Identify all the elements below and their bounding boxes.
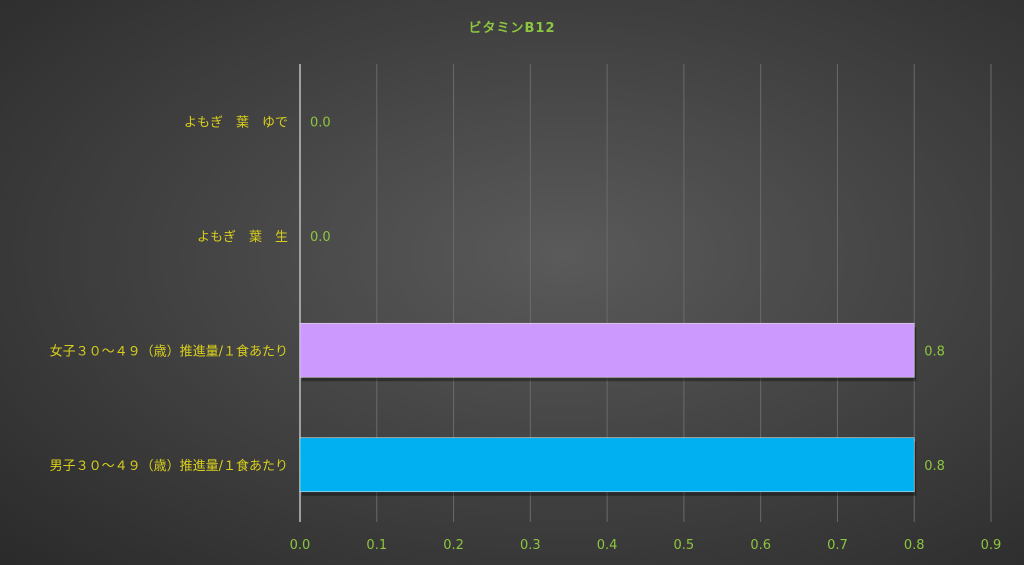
- data-label: 0.8: [924, 459, 945, 474]
- x-tick-label: 0.0: [290, 538, 311, 553]
- x-tick-label: 0.9: [981, 538, 1002, 553]
- category-label: 女子３０～４９（歳）推進量/１食あたり: [50, 343, 288, 359]
- x-tick-label: 0.1: [366, 538, 387, 553]
- category-label: 男子３０～４９（歳）推進量/１食あたり: [50, 458, 288, 474]
- x-tick-label: 0.2: [443, 538, 464, 553]
- x-tick-label: 0.4: [597, 538, 618, 553]
- bars: [299, 322, 917, 496]
- data-label: 0.0: [310, 115, 331, 130]
- x-tick-label: 0.6: [750, 538, 771, 553]
- x-tick-label: 0.3: [520, 538, 541, 553]
- bar: [299, 322, 915, 378]
- x-tick-label: 0.8: [904, 538, 925, 553]
- x-tick-label: 0.7: [827, 538, 848, 553]
- chart-title: ビタミンB12: [469, 20, 556, 36]
- bar: [299, 437, 915, 493]
- data-label: 0.0: [310, 230, 331, 245]
- gridlines: [299, 64, 992, 522]
- x-tick-label: 0.5: [674, 538, 695, 553]
- category-label: よもぎ 葉 生: [197, 230, 288, 245]
- labels: 0.0 0.1 0.2 0.3 0.4 0.5 0.6 0.7 0.8 0.9 よもぎ 葉 ゆで 0.…: [50, 115, 1002, 553]
- data-label: 0.8: [924, 344, 945, 359]
- category-label: よもぎ 葉 ゆで: [184, 115, 288, 130]
